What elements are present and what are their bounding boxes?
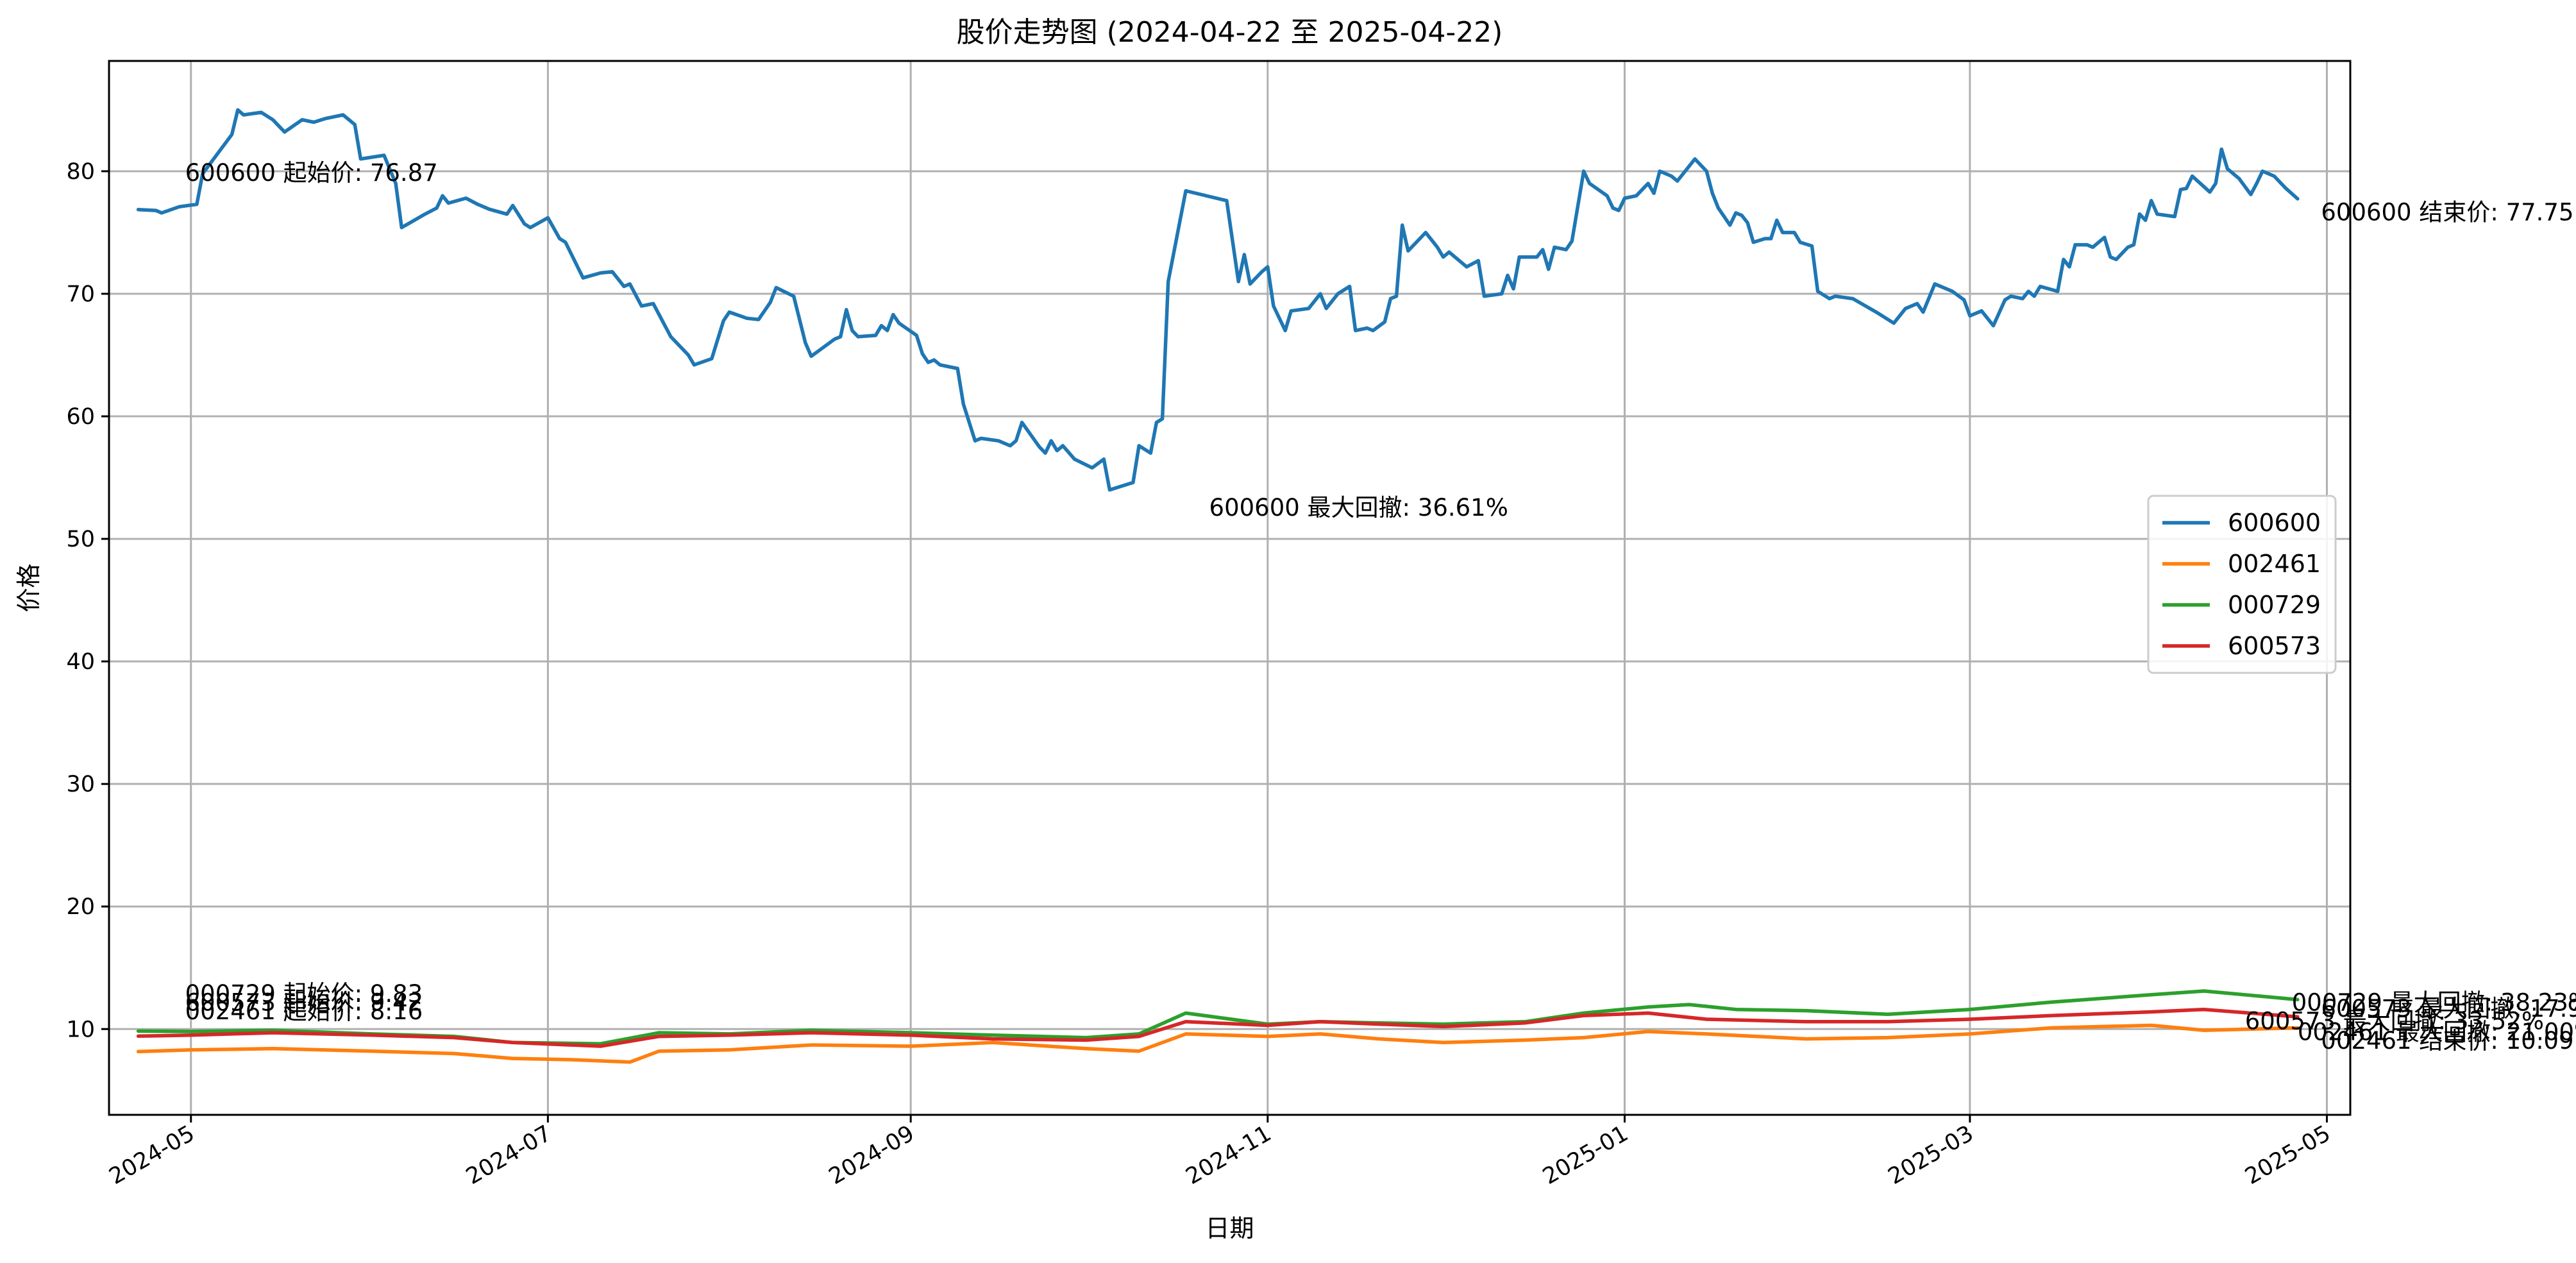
plot-frame (108, 60, 2352, 1116)
annotation-label: 600573 最大回撤: 33.52% (2245, 1007, 2544, 1035)
y-tick-label: 70 (66, 282, 95, 307)
y-tick-label: 10 (66, 1017, 95, 1042)
series-line-600573 (136, 1007, 2300, 1048)
y-axis-label: 价格 (15, 563, 43, 612)
legend-label: 600600 (2228, 509, 2321, 537)
annotation-label: 000729 起始价: 9.83 (185, 980, 423, 1008)
series-line-002461 (136, 1023, 2300, 1064)
legend-label: 002461 (2228, 550, 2321, 578)
legend-box (2147, 495, 2337, 674)
annotation-label: 600600 结束价: 77.75 (2321, 198, 2573, 226)
y-tick-label: 50 (66, 527, 95, 552)
legend: 600600 002461 000729 600573 (2147, 495, 2337, 674)
y-tick-label: 30 (66, 772, 95, 797)
series-layer (136, 108, 2300, 1064)
annotation-layer: 600600 起始价: 76.87 600600 最大回撤: 36.61% 6006… (185, 159, 2576, 1055)
x-axis-label: 日期 (1205, 1214, 1254, 1242)
annotation-label: 600573 起始价: 9.42 (185, 989, 423, 1017)
y-tick-label: 60 (66, 404, 95, 430)
annotation-label: 002461 起始价: 8.16 (185, 997, 423, 1025)
legend-label: 600573 (2228, 632, 2321, 660)
annotation-label: 002461 结束价: 10.09 (2321, 1027, 2573, 1055)
legend-label: 000729 (2228, 591, 2321, 619)
annotation-label: 600600 最大回撤: 36.61% (1209, 494, 1508, 521)
annotation-label: 600573 最大回撤: 17.92 (2321, 995, 2576, 1022)
annotation-label: 000729 最大回撤: 38.23% (2292, 989, 2576, 1017)
annotation-label: 600600 起始价: 76.87 (185, 159, 438, 187)
series-line-600600 (136, 108, 2300, 492)
y-tick-label: 40 (66, 649, 95, 675)
annotation-label: 002461 最大回撤: 21.00% (2298, 1018, 2576, 1046)
y-tick-label: 80 (66, 159, 95, 185)
y-tick-label: 20 (66, 894, 95, 920)
chart-title: 股价走势图 (2024-04-22 至 2025-04-22) (957, 16, 1503, 49)
